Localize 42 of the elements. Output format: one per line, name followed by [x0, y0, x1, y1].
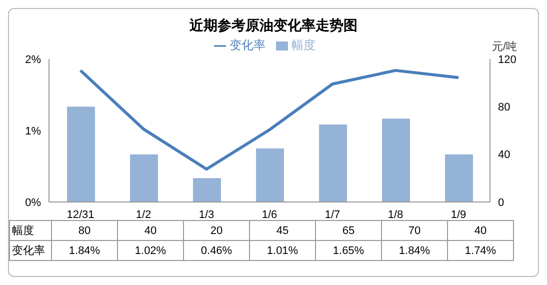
y-tick-label: 2%: [25, 54, 42, 66]
x-tick-label: 1/9: [450, 208, 466, 221]
data-label: 1.02%: [118, 240, 184, 260]
data-label: 45: [250, 220, 316, 240]
bar: [382, 118, 410, 202]
data-label: 40: [118, 220, 184, 240]
x-tick-label: 1/7: [324, 208, 340, 221]
chart-title: 近期参考原油变化率走势图: [188, 17, 358, 35]
legend-label: 幅度: [292, 38, 316, 52]
x-tick-label: 1/6: [262, 208, 278, 221]
data-label: 1.84%: [52, 240, 118, 260]
data-label: 1.74%: [448, 240, 514, 260]
data-label: 65: [316, 220, 382, 240]
text: 变化率: [12, 245, 45, 257]
y-tick-label: 1%: [25, 125, 42, 138]
y2-tick-label: 0: [498, 196, 504, 209]
x-tick-label: 1/8: [388, 208, 404, 221]
bar: [130, 154, 158, 202]
data-label: 0.46%: [184, 240, 250, 260]
legend-label: 变化率: [230, 38, 266, 52]
y-tick-label: 0%: [25, 196, 42, 209]
data-label: 70: [382, 220, 448, 240]
data-label: 20: [184, 220, 250, 240]
y2-tick-label: 80: [498, 102, 510, 114]
text: 幅度: [12, 225, 34, 237]
data-label: 1.65%: [316, 240, 382, 260]
bar: [256, 148, 284, 202]
x-tick-label: 1/3: [198, 208, 214, 221]
data-label: 80: [52, 220, 118, 240]
bar: [319, 124, 347, 202]
line-series: [79, 68, 460, 171]
x-tick-label: 12/31: [66, 208, 94, 221]
bar: [193, 178, 221, 202]
y2-tick-label: 120: [498, 54, 516, 66]
y2-tick-label: 40: [498, 149, 510, 162]
data-label: 1.01%: [250, 240, 316, 260]
x-tick-label: 1/2: [136, 208, 152, 221]
y2-axis-title: 元/吨: [492, 40, 518, 54]
data-label: 40: [448, 220, 514, 240]
bar: [67, 106, 95, 202]
data-label: 1.84%: [382, 240, 448, 260]
bar: [445, 154, 473, 202]
